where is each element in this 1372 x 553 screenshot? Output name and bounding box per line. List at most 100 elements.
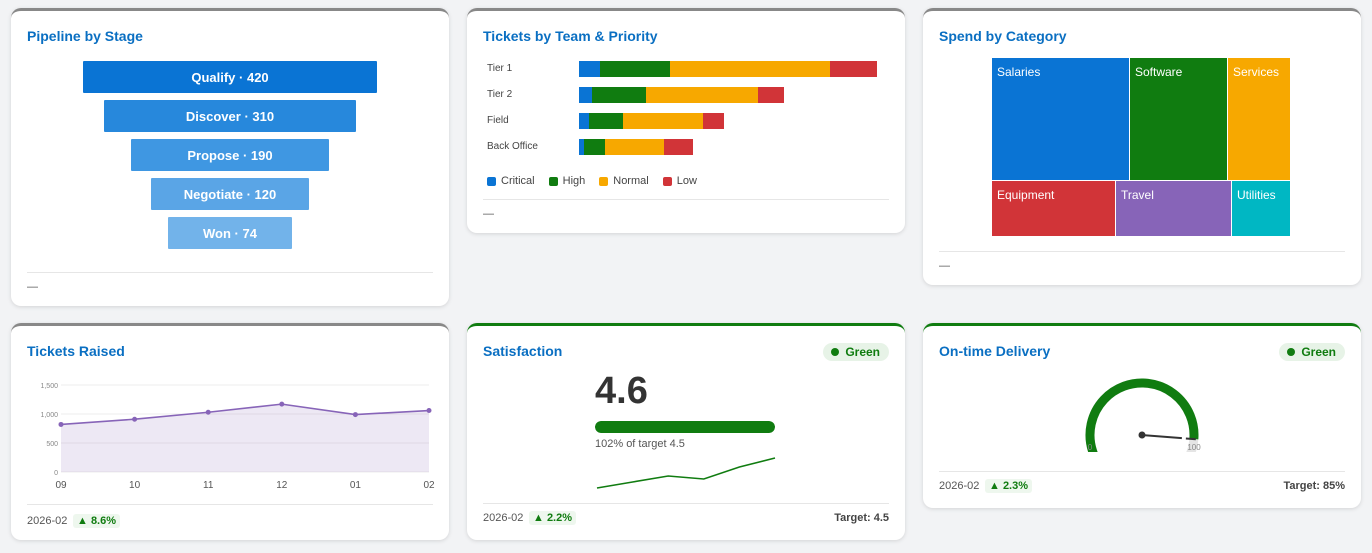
data-point[interactable]: [426, 408, 432, 414]
y-tick-label: 500: [46, 441, 58, 448]
gauge-min-label: 0: [1088, 443, 1093, 452]
bar-segment-normal[interactable]: [623, 113, 704, 129]
data-point[interactable]: [58, 421, 64, 427]
treemap-tile-software[interactable]: Software: [1129, 57, 1228, 181]
ontime-card: On-time Delivery Green 0 100 2026-02 ▲ 2…: [923, 323, 1361, 508]
bar-segment-normal[interactable]: [646, 87, 758, 103]
x-tick-label: 02: [423, 480, 435, 491]
delta-badge: ▲ 8.6%: [73, 514, 121, 528]
legend-swatch: [548, 176, 558, 186]
x-tick-label: 09: [55, 480, 67, 491]
legend-item[interactable]: Critical: [487, 175, 535, 187]
stacked-bar[interactable]: [579, 87, 784, 103]
card-title: Spend by Category: [939, 28, 1067, 44]
team-label: Field: [487, 115, 509, 126]
bar-segment-normal[interactable]: [669, 61, 831, 77]
card-title: Satisfaction: [483, 343, 563, 359]
legend-label: Critical: [501, 175, 535, 187]
card-footer: —: [27, 281, 38, 293]
treemap-tile-equipment[interactable]: Equipment: [991, 180, 1116, 237]
sparkline-path: [596, 457, 776, 489]
bar-segment-low[interactable]: [830, 61, 877, 77]
delta-badge: ▲ 2.2%: [529, 511, 577, 525]
delta-badge: ▲ 2.3%: [985, 479, 1033, 493]
line-chart: 0 500 1,000 1,500 09 10 11 12 01 02: [40, 383, 435, 491]
progress-fill: [595, 421, 775, 433]
funnel-stage[interactable]: Propose · 190: [131, 139, 329, 171]
data-point[interactable]: [132, 416, 138, 422]
tickets-raised-card: Tickets Raised 0 500 1,000 1,500 09 10 11 12 01 0…: [11, 323, 449, 540]
treemap-tile-travel[interactable]: Travel: [1115, 180, 1232, 237]
bar-segment-critical[interactable]: [579, 87, 592, 103]
line-area: [61, 404, 429, 472]
stacked-bar[interactable]: [579, 113, 725, 129]
y-tick-label: 1,000: [40, 412, 58, 419]
stacked-bar[interactable]: [579, 139, 693, 155]
x-tick-label: 11: [203, 480, 214, 491]
bar-segment-high[interactable]: [584, 139, 605, 155]
kpi-value: 4.6: [595, 370, 648, 412]
sparkline: [596, 457, 776, 489]
period-label: 2026-02: [27, 515, 68, 527]
progress-caption: 102% of target 4.5: [595, 438, 685, 450]
funnel-stage[interactable]: Discover · 310: [103, 100, 357, 132]
card-footer: —: [939, 260, 950, 272]
divider: [27, 504, 433, 505]
period-label: 2026-02: [939, 480, 980, 492]
status-badge: Green: [1279, 343, 1345, 361]
bar-segment-normal[interactable]: [604, 139, 665, 155]
legend-item[interactable]: High: [548, 175, 586, 187]
bar-segment-critical[interactable]: [579, 113, 590, 129]
status-text: Green: [845, 345, 880, 359]
x-tick-label: 01: [350, 480, 362, 491]
gauge-max-label: 100: [1187, 443, 1201, 452]
treemap-tile-services[interactable]: Services: [1227, 57, 1291, 181]
stacked-bar[interactable]: [579, 61, 877, 77]
target-label: Target: 4.5: [834, 512, 889, 524]
bar-segment-low[interactable]: [757, 87, 784, 103]
divider: [939, 471, 1345, 472]
card-footer: —: [483, 208, 494, 220]
funnel-stage[interactable]: Qualify · 420: [83, 61, 377, 93]
progress-bar: [595, 421, 775, 433]
card-title: On-time Delivery: [939, 343, 1051, 359]
legend-label: High: [562, 175, 586, 187]
data-point[interactable]: [279, 401, 285, 407]
legend-swatch: [599, 176, 609, 186]
gauge-needle: [1141, 434, 1182, 440]
bar-segment-critical[interactable]: [579, 61, 600, 77]
treemap-tile-utilities[interactable]: Utilities: [1231, 180, 1291, 237]
bar-segment-high[interactable]: [591, 87, 647, 103]
gauge-chart: 0 100: [1085, 378, 1201, 452]
x-tick-label: 12: [276, 480, 288, 491]
data-point[interactable]: [205, 409, 211, 415]
legend-item[interactable]: Low: [662, 175, 697, 187]
bar-segment-low[interactable]: [664, 139, 693, 155]
chart-legend: Critical High Normal Low: [487, 175, 697, 187]
tickets-team-card: Tickets by Team & Priority Tier 1 Tier 2 F…: [467, 8, 905, 233]
status-dot-icon: [1287, 348, 1296, 356]
y-tick-label: 0: [54, 470, 58, 477]
gauge-target-marker: [1185, 437, 1196, 441]
target-label: Target: 85%: [1283, 480, 1345, 492]
funnel-stage[interactable]: Won · 74: [168, 217, 292, 249]
bar-segment-high[interactable]: [589, 113, 624, 129]
legend-label: Normal: [613, 175, 649, 187]
status-text: Green: [1301, 345, 1336, 359]
treemap-tile-salaries[interactable]: Salaries: [991, 57, 1130, 181]
divider: [27, 272, 433, 273]
status-dot-icon: [831, 348, 840, 356]
bar-segment-high[interactable]: [599, 61, 670, 77]
funnel-stage[interactable]: Negotiate · 120: [151, 178, 309, 210]
x-tick-label: 10: [129, 480, 141, 491]
legend-swatch: [487, 176, 496, 186]
legend-swatch: [662, 176, 672, 186]
gauge-value-arc: [1085, 378, 1199, 452]
status-badge: Green: [823, 343, 889, 361]
team-label: Back Office: [487, 141, 538, 152]
data-point[interactable]: [352, 412, 358, 418]
legend-item[interactable]: Normal: [599, 175, 649, 187]
bar-segment-critical[interactable]: [579, 139, 585, 155]
bar-segment-low[interactable]: [703, 113, 725, 129]
card-title: Tickets by Team & Priority: [483, 28, 658, 44]
